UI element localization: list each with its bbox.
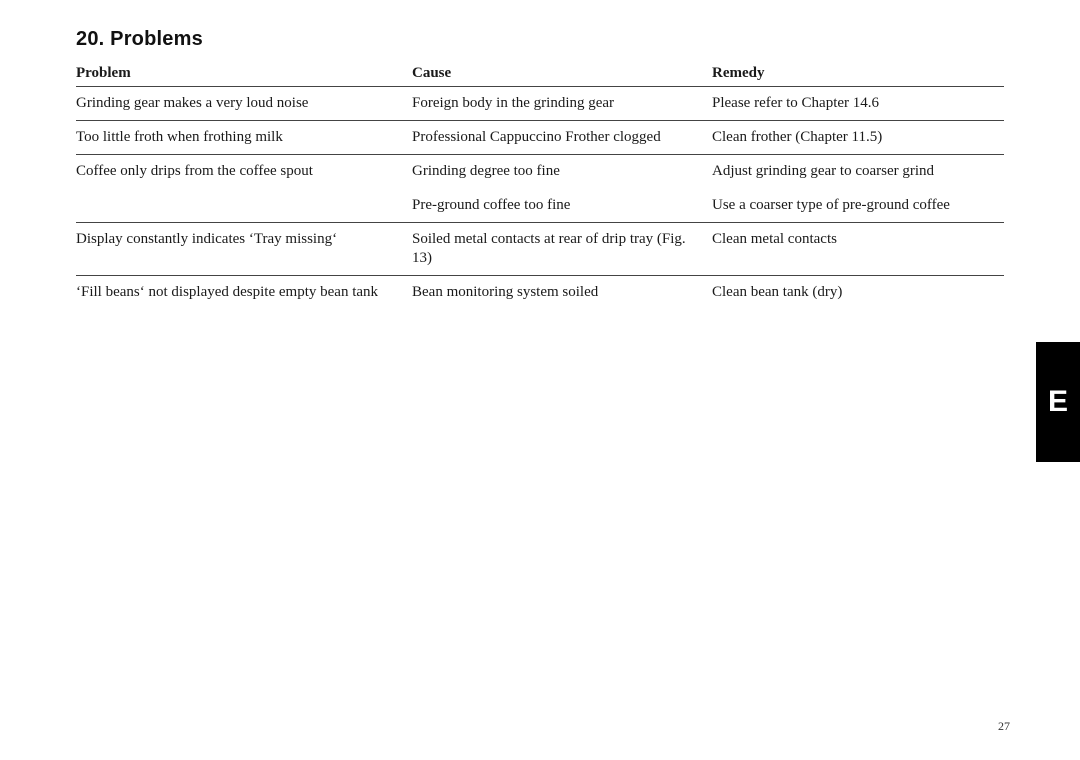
cell-remedy: Clean frother (Chapter 11.5) — [712, 121, 1004, 155]
section-heading: 20. Problems — [76, 28, 1010, 51]
cell-cause: Soiled metal contacts at rear of drip tr… — [412, 222, 712, 275]
cell-problem — [76, 189, 412, 223]
cell-problem: ‘Fill beans‘ not displayed despite empty… — [76, 276, 412, 310]
section-tab: E — [1036, 342, 1080, 462]
table-row: Pre-ground coffee too fine Use a coarser… — [76, 189, 1004, 223]
cell-remedy: Use a coarser type of pre-ground coffee — [712, 189, 1004, 223]
col-header-remedy: Remedy — [712, 61, 1004, 87]
cell-cause: Professional Cappuccino Frother clogged — [412, 121, 712, 155]
cell-problem: Too little froth when frothing milk — [76, 121, 412, 155]
cell-remedy: Adjust grinding gear to coarser grind — [712, 155, 1004, 189]
table-row: ‘Fill beans‘ not displayed despite empty… — [76, 276, 1004, 310]
table-row: Display constantly indicates ‘Tray missi… — [76, 222, 1004, 275]
table-row: Grinding gear makes a very loud noise Fo… — [76, 87, 1004, 121]
cell-cause: Foreign body in the grinding gear — [412, 87, 712, 121]
col-header-problem: Problem — [76, 61, 412, 87]
table-header-row: Problem Cause Remedy — [76, 61, 1004, 87]
page-number: 27 — [998, 719, 1010, 734]
table-row: Coffee only drips from the coffee spout … — [76, 155, 1004, 189]
cell-cause: Pre-ground coffee too fine — [412, 189, 712, 223]
cell-problem: Coffee only drips from the coffee spout — [76, 155, 412, 189]
col-header-cause: Cause — [412, 61, 712, 87]
problems-table: Problem Cause Remedy Grinding gear makes… — [76, 61, 1004, 309]
cell-remedy: Clean metal contacts — [712, 222, 1004, 275]
table-row: Too little froth when frothing milk Prof… — [76, 121, 1004, 155]
manual-page: 20. Problems Problem Cause Remedy Grindi… — [0, 0, 1080, 760]
cell-remedy: Clean bean tank (dry) — [712, 276, 1004, 310]
cell-cause: Grinding degree too fine — [412, 155, 712, 189]
cell-remedy: Please refer to Chapter 14.6 — [712, 87, 1004, 121]
cell-problem: Display constantly indicates ‘Tray missi… — [76, 222, 412, 275]
cell-problem: Grinding gear makes a very loud noise — [76, 87, 412, 121]
cell-cause: Bean monitoring system soiled — [412, 276, 712, 310]
